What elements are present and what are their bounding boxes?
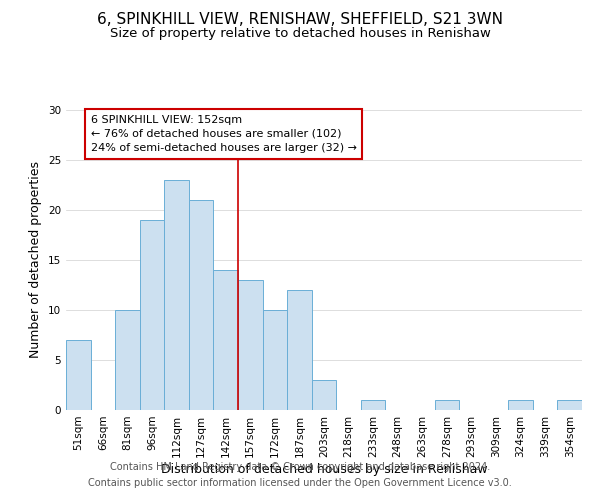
X-axis label: Distribution of detached houses by size in Renishaw: Distribution of detached houses by size … [161,462,487,475]
Y-axis label: Number of detached properties: Number of detached properties [29,162,43,358]
Bar [557,400,582,410]
Bar [361,400,385,410]
Bar [164,180,189,410]
Bar [287,290,312,410]
Bar [263,310,287,410]
Text: Contains public sector information licensed under the Open Government Licence v3: Contains public sector information licen… [88,478,512,488]
Text: 6, SPINKHILL VIEW, RENISHAW, SHEFFIELD, S21 3WN: 6, SPINKHILL VIEW, RENISHAW, SHEFFIELD, … [97,12,503,28]
Bar [434,400,459,410]
Text: 6 SPINKHILL VIEW: 152sqm
← 76% of detached houses are smaller (102)
24% of semi-: 6 SPINKHILL VIEW: 152sqm ← 76% of detach… [91,115,356,153]
Bar [189,200,214,410]
Bar [312,380,336,410]
Text: Contains HM Land Registry data © Crown copyright and database right 2024.: Contains HM Land Registry data © Crown c… [110,462,490,472]
Bar [214,270,238,410]
Bar [140,220,164,410]
Text: Size of property relative to detached houses in Renishaw: Size of property relative to detached ho… [110,28,490,40]
Bar [238,280,263,410]
Bar [508,400,533,410]
Bar [66,340,91,410]
Bar [115,310,140,410]
